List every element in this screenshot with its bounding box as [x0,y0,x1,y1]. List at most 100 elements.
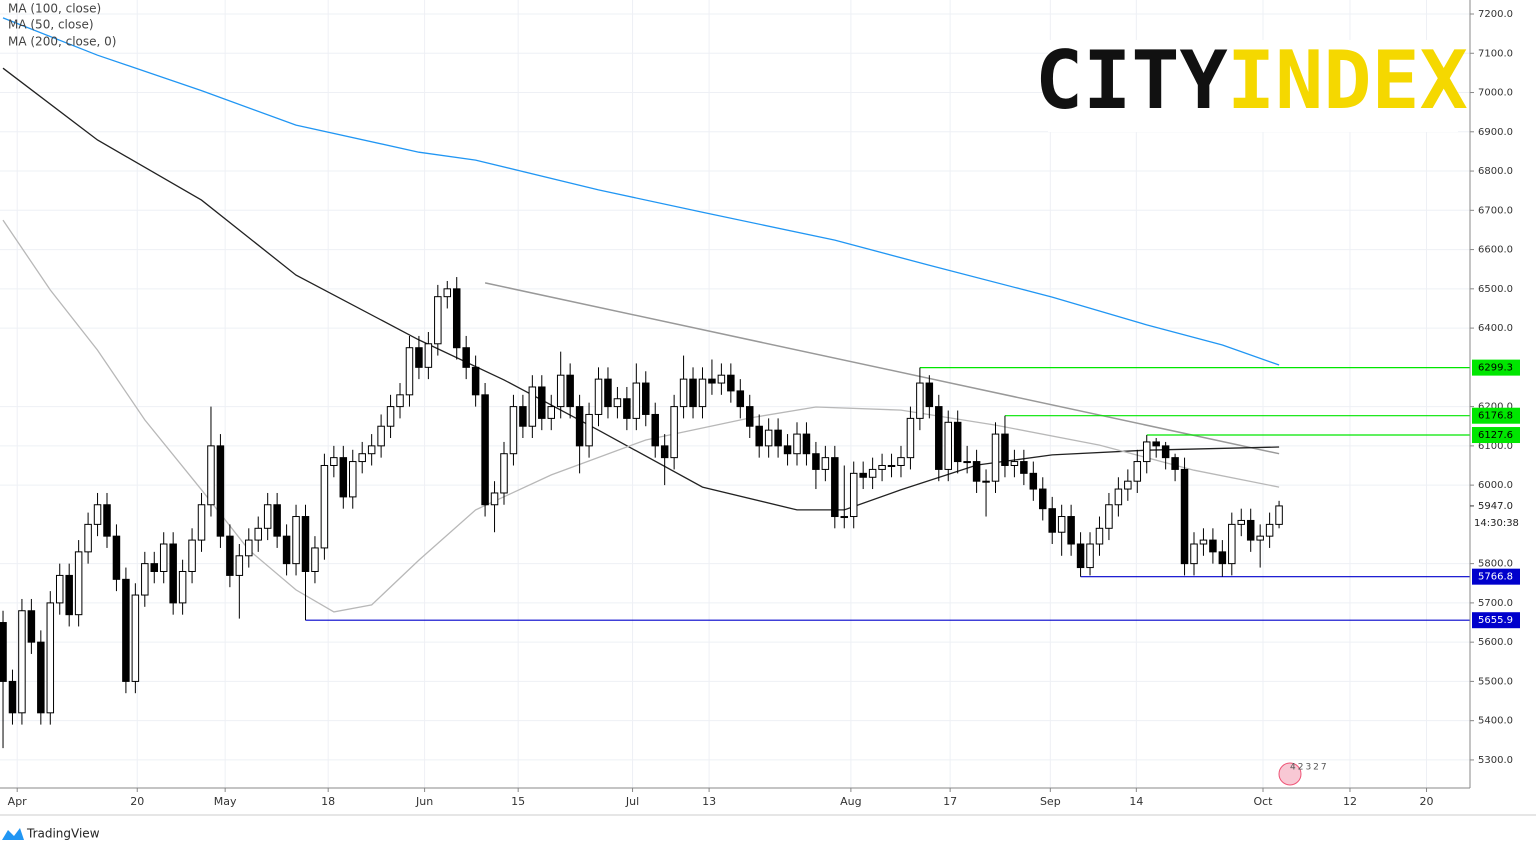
candle-body [708,378,716,384]
countdown: 14:30:38 [1474,518,1519,529]
x-tick-label: 14 [1129,795,1143,808]
candle-body [556,374,565,408]
candle-body [434,296,442,345]
candle-body [1171,457,1179,470]
candle-body [613,398,622,408]
candle-body [660,445,669,459]
candle-body [424,343,433,368]
candle-body [916,382,924,419]
level-label-box [1472,359,1520,376]
candle-body [774,429,782,447]
y-tick-label: 5600.0 [1478,637,1513,648]
y-tick-label: 6200.0 [1478,402,1513,413]
candle-body [1152,441,1160,447]
x-tick-label: 17 [943,795,957,808]
candle-body [367,445,376,455]
candle-body [0,622,7,682]
candle-body [226,535,234,576]
candle-body [1067,516,1075,545]
candle-body [207,445,215,506]
candle-body [1218,551,1227,565]
candle-body [471,366,480,396]
candle-body [727,374,735,392]
y-tick-label: 5700.0 [1478,598,1513,609]
candle-body [944,421,952,470]
level-label-box [1472,612,1520,629]
level-label: 6299.3 [1478,363,1513,374]
y-tick-label: 6700.0 [1478,205,1513,216]
candle-body [122,578,130,682]
candle-body [462,347,470,368]
y-tick-label: 6800.0 [1478,166,1513,177]
candle-body [27,610,36,643]
candle-body [112,535,121,580]
candle-body [849,472,858,518]
candle-body [1209,539,1217,553]
y-tick-label: 6000.0 [1478,480,1513,491]
candle-body [717,374,726,384]
candle-body [159,543,168,572]
candle-body [216,445,225,537]
candle-body [273,504,281,537]
legend-entry: MA (50, close) [8,18,94,32]
candle-body [235,555,244,576]
x-tick-label: 20 [1420,795,1434,808]
x-tick-label: 18 [321,795,335,808]
legend-entry: MA (200, close, 0) [8,35,116,49]
candle-body [500,453,508,494]
level-label-box [1472,427,1520,444]
trend-line [484,282,1280,455]
badge-icon [1278,762,1302,786]
y-tick-label: 5500.0 [1478,676,1513,687]
candle-body [736,390,745,408]
candle-body [1180,468,1189,565]
candle-body [490,492,499,506]
candle-body [679,378,688,408]
y-tick-label: 7200.0 [1478,9,1513,20]
candle-body [141,563,149,596]
candle-body [1142,441,1151,463]
candle-body [103,504,111,537]
candle-body [339,457,348,498]
candle-body [18,610,26,714]
candle-body [972,461,981,482]
candle-body [755,425,763,447]
y-tick-label: 7100.0 [1478,48,1513,59]
candle-body [745,406,754,427]
candle-body [802,433,811,455]
candle-body [358,453,366,463]
candle-body [878,464,886,470]
candle-body [1048,508,1056,533]
candle-body [1001,433,1009,466]
candle-body [566,374,574,408]
candle-body [1039,488,1047,510]
y-tick-label: 5400.0 [1478,716,1513,727]
candle-body [632,382,641,419]
candle-body [349,461,357,498]
candle-body [320,464,329,549]
x-tick-label: Jul [625,795,639,808]
candle-body [1256,535,1264,541]
level-label-box [1472,407,1520,424]
candle-body [84,523,92,553]
candle-body [188,539,196,572]
candle-body [906,417,915,459]
candle-body [452,288,461,349]
candle-body [131,594,140,682]
candle-body [65,574,73,616]
candle-body [1105,504,1113,529]
candle-body [1010,461,1019,466]
candle-body [263,504,272,529]
y-tick-label: 7000.0 [1478,88,1513,99]
candle-body [793,433,801,455]
candle-body [519,406,527,427]
level-label-box [1472,568,1520,585]
y-tick-label: 6100.0 [1478,441,1513,452]
logo-city: CITY [1035,34,1228,127]
candle-body [443,288,452,298]
candle-body [963,461,971,464]
y-tick-label: 5300.0 [1478,755,1513,766]
moving-average [2,219,1280,613]
candle-body [547,406,555,419]
candle-body [925,382,934,408]
